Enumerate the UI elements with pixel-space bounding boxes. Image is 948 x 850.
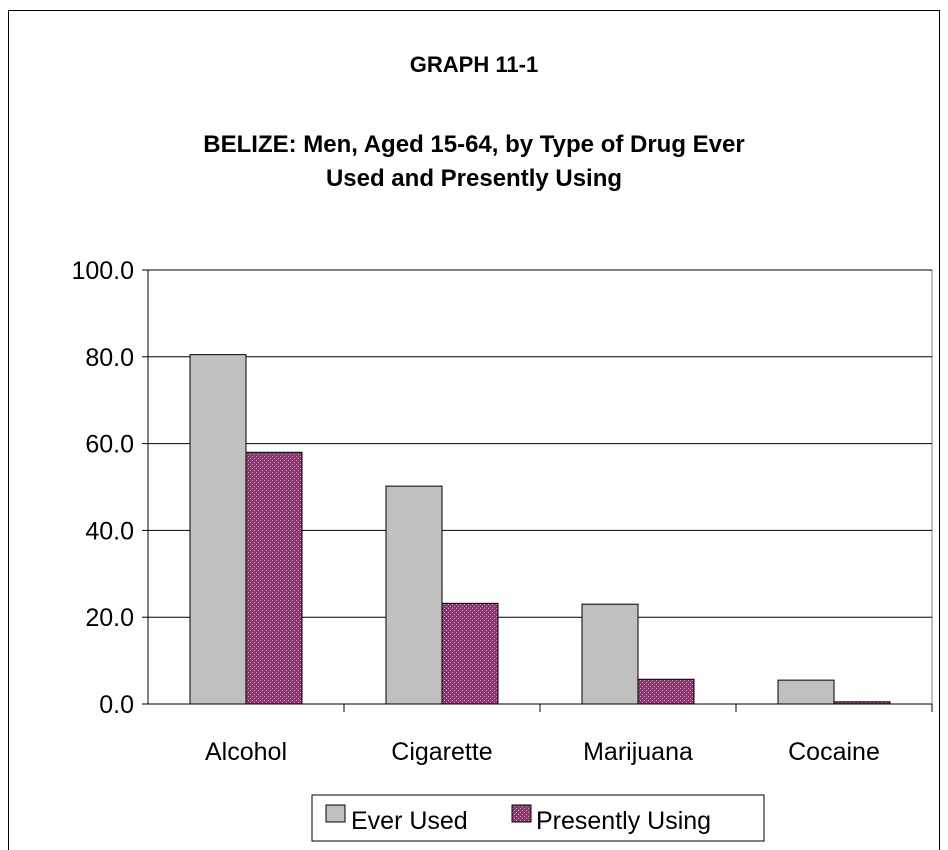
legend-label: Presently Using xyxy=(536,807,711,835)
chart-supertitle: GRAPH 11-1 xyxy=(409,52,539,77)
bar-ever-used-cocaine xyxy=(777,679,835,705)
legend-box xyxy=(311,794,765,842)
y-tick-label: 20.0 xyxy=(85,604,134,632)
legend-label: Ever Used xyxy=(351,807,468,835)
bar-presently-using-cigarette xyxy=(441,602,499,705)
legend-swatch xyxy=(511,804,532,823)
chart-title-line-1: BELIZE: Men, Aged 15-64, by Type of Drug… xyxy=(203,131,745,158)
bar-ever-used-cigarette xyxy=(385,485,443,705)
y-tick-label: 0.0 xyxy=(99,691,134,719)
y-tick-label: 40.0 xyxy=(85,517,134,545)
bar-presently-using-alcohol xyxy=(245,451,303,705)
chart-title: BELIZE: Men, Aged 15-64, by Type of Drug… xyxy=(0,128,948,196)
chart-frame xyxy=(8,10,940,850)
x-tick-label: Cigarette xyxy=(391,738,492,766)
y-tick-label: 100.0 xyxy=(71,257,134,285)
y-tick-label: 80.0 xyxy=(85,344,134,372)
bar-ever-used-alcohol xyxy=(189,354,247,705)
x-tick-label: Cocaine xyxy=(788,738,880,766)
bar-presently-using-marijuana xyxy=(637,678,695,705)
x-tick-label: Alcohol xyxy=(205,738,287,766)
x-tick-label: Marijuana xyxy=(583,738,693,766)
y-tick-label: 60.0 xyxy=(85,431,134,459)
bar-ever-used-marijuana xyxy=(581,603,639,705)
chart-title-line-2: Used and Presently Using xyxy=(325,165,623,192)
legend-swatch xyxy=(325,804,346,823)
